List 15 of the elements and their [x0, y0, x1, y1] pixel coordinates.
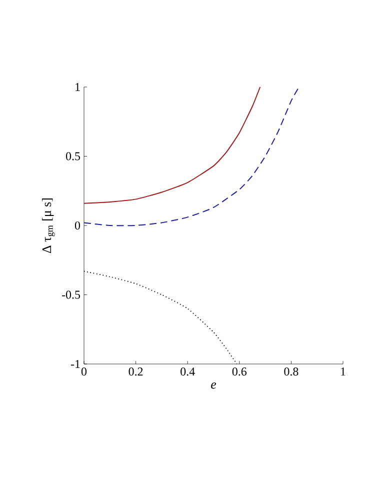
line-series [84, 86, 261, 204]
x-tick-label: 1 [341, 368, 346, 376]
x-tick-label: 0.8 [284, 368, 298, 376]
x-tick-label: 0.4 [180, 368, 195, 376]
y-tick-label: 0.5 [66, 152, 80, 160]
x-tick-label: 0.6 [232, 368, 247, 376]
y-tick-label: 1 [76, 83, 80, 91]
y-tick-label: -0.5 [62, 290, 80, 299]
x-tick-label: 0 [81, 368, 87, 376]
y-tick-label: -1 [70, 360, 80, 368]
line-series [84, 86, 300, 226]
y-tick-label: 0 [74, 221, 80, 230]
x-axis-title: e [211, 382, 216, 389]
y-axis-title: Δ τ$_{gm}$ [μ s] [42, 198, 55, 253]
x-tick-label: 0.2 [128, 368, 143, 376]
